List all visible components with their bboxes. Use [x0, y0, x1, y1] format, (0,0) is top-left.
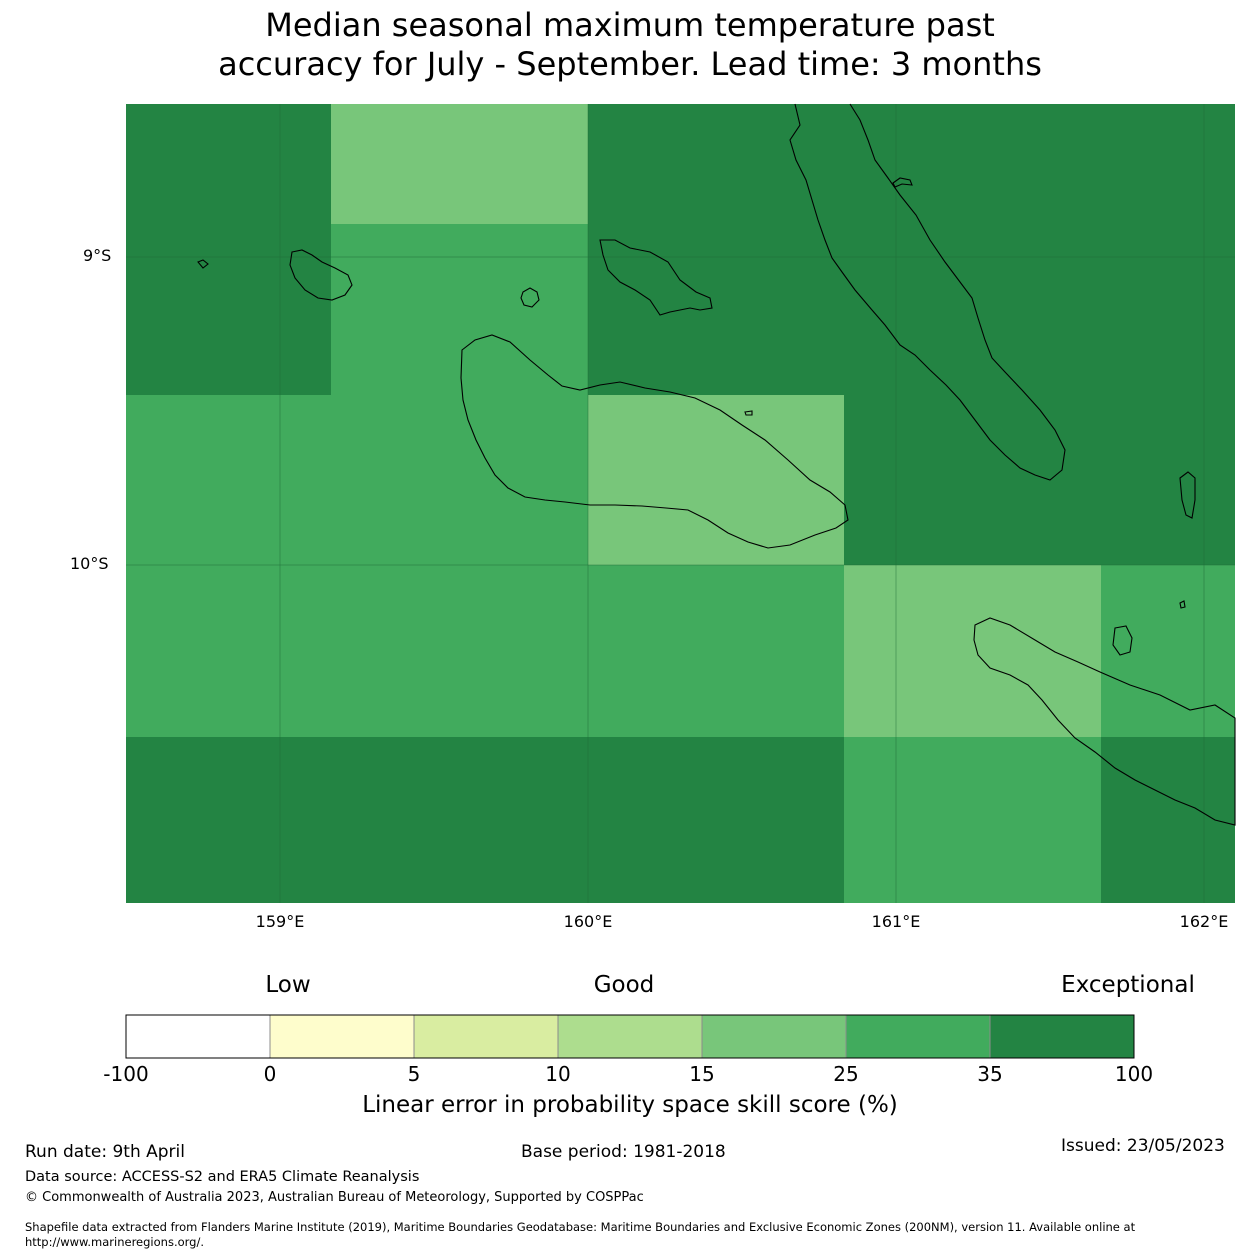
coastlines: [197, 103, 1236, 826]
lon-label-160e: 160°E: [563, 912, 613, 931]
title-line-2: accuracy for July - September. Lead time…: [218, 45, 1042, 83]
colorbar-segment: [845, 1014, 991, 1059]
colorbar: [125, 1014, 1135, 1059]
grid-cell: [1101, 737, 1235, 903]
grid-cell: [1101, 395, 1235, 565]
grid-cell: [126, 395, 331, 565]
lat-label-9s: 9°S: [83, 246, 112, 265]
grid-cell: [126, 224, 331, 395]
copyright-notice: © Commonwealth of Australia 2023, Austra…: [25, 1190, 644, 1205]
grid-cell: [844, 104, 1101, 224]
data-source: Data source: ACCESS-S2 and ERA5 Climate …: [25, 1169, 420, 1185]
shapefile-url: http://www.marineregions.org/.: [25, 1235, 204, 1249]
grid-cell: [588, 565, 844, 737]
grid-cell: [331, 104, 588, 224]
grid-cell: [844, 565, 1101, 737]
map-title: Median seasonal maximum temperature past…: [0, 6, 1260, 84]
issued-date: Issued: 23/05/2023: [1061, 1136, 1225, 1156]
coast-tiny-islet-3: [744, 410, 753, 416]
coast-guadalcanal: [460, 334, 849, 549]
legend-tick-label: -100: [103, 1062, 149, 1086]
base-period: Base period: 1981-2018: [521, 1142, 726, 1162]
legend-tick-label: 25: [833, 1062, 859, 1086]
grid-cell: [1101, 224, 1235, 395]
legend-tick-label: 15: [689, 1062, 715, 1086]
legend-tick-label: 35: [977, 1062, 1003, 1086]
coast-savo-island: [520, 287, 540, 308]
run-date: Run date: 9th April: [25, 1142, 185, 1162]
skill-grid: [126, 104, 1235, 903]
grid-cell: [126, 565, 331, 737]
colorbar-segment: [701, 1014, 847, 1059]
lon-label-161e: 161°E: [871, 912, 921, 931]
lat-label-10s: 10°S: [70, 554, 109, 573]
coast-ugi-island: [1112, 625, 1133, 656]
grid-cell: [588, 104, 844, 224]
legend-tick-label: 0: [263, 1062, 277, 1086]
grid-cell: [1101, 565, 1235, 737]
coast-russell-islands: [289, 249, 353, 301]
colorbar-frame: [125, 1014, 1135, 1059]
grid-cell: [126, 737, 331, 903]
coast-tiny-islet-1: [197, 259, 209, 269]
colorbar-segment: [413, 1014, 559, 1059]
legend-category-exceptional: Exceptional: [1061, 972, 1195, 998]
lon-label-159e: 159°E: [255, 912, 305, 931]
lon-label-162e: 162°E: [1179, 912, 1229, 931]
legend-tick-label: 5: [407, 1062, 421, 1086]
colorbar-segment: [557, 1014, 703, 1059]
coast-small-north-island: [892, 177, 913, 188]
coast-makira: [973, 617, 1236, 826]
grid-cell: [331, 565, 588, 737]
grid-cell: [331, 737, 588, 903]
grid-cell: [588, 737, 844, 903]
grid-cell: [331, 395, 588, 565]
colorbar-segment: [125, 1014, 271, 1059]
shapefile-credit: Shapefile data extracted from Flanders M…: [25, 1220, 1136, 1234]
grid-cell: [588, 224, 844, 395]
colorbar-segment: [989, 1014, 1135, 1059]
title-line-1: Median seasonal maximum temperature past: [265, 6, 995, 44]
legend-category-good: Good: [593, 972, 655, 998]
colorbar-title: Linear error in probability space skill …: [362, 1092, 898, 1118]
legend-category-low: Low: [265, 972, 311, 998]
coast-santa-isabel: [789, 103, 1066, 481]
coast-tiny-islet-2: [1179, 600, 1186, 609]
grid-cell: [1101, 104, 1235, 224]
coast-malaita-south-islet: [1179, 471, 1196, 519]
coast-florida-islands: [599, 239, 713, 316]
grid-cell: [331, 224, 588, 395]
grid-cell: [844, 395, 1101, 565]
grid-cell: [844, 737, 1101, 903]
grid-cell: [588, 395, 844, 565]
graticule: [126, 104, 1235, 903]
colorbar-segment: [269, 1014, 415, 1059]
grid-cell: [844, 224, 1101, 395]
legend-tick-label: 10: [545, 1062, 571, 1086]
grid-cell: [126, 104, 331, 224]
legend-tick-label: 100: [1114, 1062, 1154, 1086]
